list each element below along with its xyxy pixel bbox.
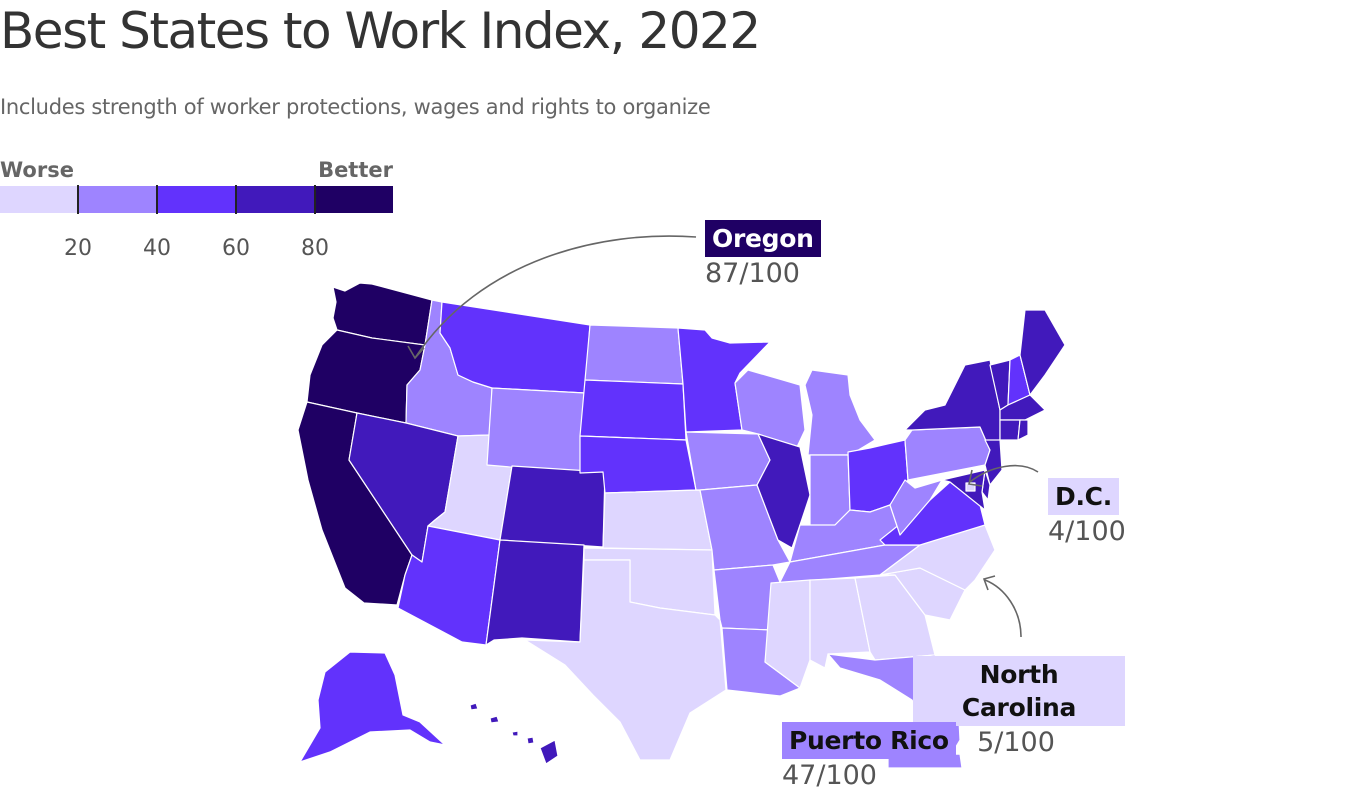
state-alaska xyxy=(299,651,446,763)
callout-dc-score: 4/100 xyxy=(1048,516,1126,547)
legend-bin-0 xyxy=(0,186,79,213)
callout-puerto-rico: Puerto Rico 47/100 xyxy=(782,722,956,791)
legend-tick-label-80: 80 xyxy=(301,236,329,261)
legend-tick-label-60: 60 xyxy=(222,236,250,261)
legend-bin-3 xyxy=(237,186,316,213)
state-hawaii xyxy=(526,736,535,745)
legend-bin-1 xyxy=(79,186,158,213)
legend-high-label: Better xyxy=(318,158,393,182)
state-new-mexico xyxy=(485,539,585,646)
state-maryland xyxy=(941,469,986,511)
state-wyoming xyxy=(486,387,586,474)
state-hawaii xyxy=(539,739,559,765)
chart-title: Best States to Work Index, 2022 xyxy=(0,2,761,60)
legend-bin-2 xyxy=(158,186,237,213)
state-connecticut xyxy=(999,419,1021,441)
state-illinois xyxy=(756,433,811,549)
callout-oregon: Oregon 87/100 xyxy=(705,220,821,289)
state-south-dakota xyxy=(579,379,687,441)
callout-dc: D.C. 4/100 xyxy=(1048,478,1126,547)
callout-north-carolina-name: North Carolina xyxy=(913,656,1125,726)
state-north-dakota xyxy=(584,324,684,385)
state-hawaii xyxy=(489,715,500,724)
legend-color-bins xyxy=(0,186,393,213)
state-texas xyxy=(524,559,727,761)
nc-callout-arrow xyxy=(984,579,1022,638)
legend-tick-label-20: 20 xyxy=(64,236,92,261)
state-hawaii xyxy=(469,702,479,711)
legend-tick-40 xyxy=(156,185,158,214)
state-kansas xyxy=(602,489,713,551)
state-rhode-island xyxy=(1017,419,1029,441)
legend-tick-label-40: 40 xyxy=(143,236,171,261)
legend-bin-4 xyxy=(316,186,393,213)
state-hawaii xyxy=(511,730,519,737)
nc-arrowhead xyxy=(982,575,996,591)
state-colorado xyxy=(499,465,606,548)
legend-tick-20 xyxy=(77,185,79,214)
callout-north-carolina: North Carolina 5/100 xyxy=(913,656,1125,758)
legend-tick-60 xyxy=(235,185,237,214)
callout-dc-name: D.C. xyxy=(1048,478,1119,515)
oregon-arrowhead xyxy=(407,345,425,360)
chart-subtitle: Includes strength of worker protections,… xyxy=(0,95,711,119)
callout-oregon-score: 87/100 xyxy=(705,258,800,289)
legend-low-label: Worse xyxy=(0,158,74,182)
callout-north-carolina-score: 5/100 xyxy=(977,727,1055,758)
state-maine xyxy=(1019,309,1066,396)
color-legend: Worse Better 20 40 60 80 xyxy=(0,156,395,266)
dc-arrowhead xyxy=(968,469,983,487)
callout-oregon-name: Oregon xyxy=(705,220,821,257)
state-minnesota xyxy=(677,327,771,433)
dc-callout-arrow xyxy=(969,464,1039,483)
us-choropleth-map xyxy=(297,235,1066,768)
state-iowa xyxy=(685,431,771,491)
state-michigan xyxy=(804,369,876,456)
callout-puerto-rico-name: Puerto Rico xyxy=(782,722,956,759)
callout-puerto-rico-score: 47/100 xyxy=(782,760,877,791)
state-virginia xyxy=(879,481,986,546)
state-mississippi xyxy=(764,579,811,689)
oregon-callout-arrow xyxy=(414,235,697,359)
state-wisconsin xyxy=(734,369,806,448)
legend-tick-80 xyxy=(314,185,316,214)
